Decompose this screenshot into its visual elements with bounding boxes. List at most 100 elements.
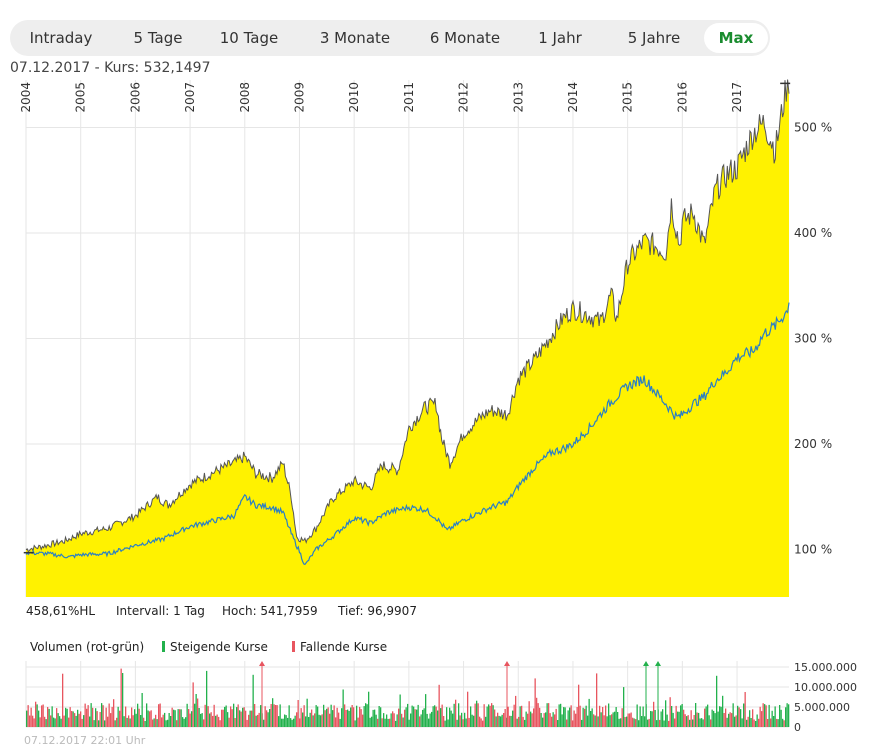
volume-bar-down xyxy=(110,713,112,727)
volume-bar-down xyxy=(398,708,400,727)
volume-bar-up xyxy=(123,716,125,727)
range-tabs: Intraday 5 Tage 10 Tage 3 Monate 6 Monat… xyxy=(10,20,770,56)
tab-3-monate[interactable]: 3 Monate xyxy=(319,29,391,47)
volume-bar-down xyxy=(251,710,253,727)
volume-bar-down xyxy=(197,698,199,727)
volume-bar-up xyxy=(569,707,571,727)
volume-bar-down xyxy=(33,718,35,727)
volume-bar-up xyxy=(255,715,257,727)
volume-bar-down xyxy=(744,692,746,727)
volume-bar-up xyxy=(147,710,149,727)
volume-bar-up xyxy=(279,704,281,727)
volume-bar-up xyxy=(260,705,262,727)
volume-bar-up xyxy=(354,720,356,727)
volume-bar-up xyxy=(623,687,625,727)
volume-bar-down xyxy=(555,708,557,727)
volume-bar-up xyxy=(437,710,439,727)
volume-bar-down xyxy=(459,715,461,727)
volume-bar-down xyxy=(693,715,695,727)
tab-5-jahre[interactable]: 5 Jahre xyxy=(627,29,681,47)
volume-bar-down xyxy=(29,715,31,727)
volume-bar-down xyxy=(270,704,272,727)
volume-bar-down xyxy=(179,709,181,727)
volume-bar-up xyxy=(510,715,512,727)
volume-bar-up xyxy=(48,708,50,727)
volume-bar-up xyxy=(719,706,721,727)
volume-bar-up xyxy=(318,714,320,727)
volume-legend-title: Volumen (rot-grün) xyxy=(30,640,145,654)
tab-1-jahr[interactable]: 1 Jahr xyxy=(538,29,582,47)
volume-bar-up xyxy=(564,707,566,727)
volume-bar-up xyxy=(530,711,532,727)
volume-bar-down xyxy=(243,707,245,727)
volume-bar-down xyxy=(684,714,686,727)
volume-bar-up xyxy=(600,712,602,727)
volume-bar-up xyxy=(701,718,703,727)
volume-bar-up xyxy=(371,716,373,727)
volume-bar-up xyxy=(287,717,289,727)
volume-bar-down xyxy=(435,706,437,727)
volume-bar-down xyxy=(767,719,769,727)
volume-bar-up xyxy=(153,718,155,727)
tab-max[interactable]: Max xyxy=(704,23,768,53)
volume-bar-down xyxy=(192,682,194,727)
volume-bar-down xyxy=(311,709,313,727)
price-chart[interactable]: 100 % 200 % 300 % 400 % 500 % 2004 2005 2006 200… xyxy=(0,76,873,600)
volume-bar-down xyxy=(621,708,623,727)
volume-bar-up xyxy=(620,718,622,727)
volume-bar-down xyxy=(725,708,727,727)
volume-bar-up xyxy=(420,714,422,727)
volume-bar-up xyxy=(350,707,352,727)
volume-bar-up xyxy=(104,720,106,727)
tab-6-monate[interactable]: 6 Monate xyxy=(429,29,501,47)
volume-bar-up xyxy=(407,703,409,727)
volume-bar-up xyxy=(498,715,500,727)
volume-bar-up xyxy=(38,710,40,727)
volume-bar-up xyxy=(732,703,734,727)
volume-bar-up xyxy=(144,721,146,727)
volume-bar-up xyxy=(500,716,502,727)
volume-bar-down xyxy=(572,720,574,727)
volume-bar-up xyxy=(194,703,196,727)
volume-bar-down xyxy=(359,706,361,727)
interval-label: Intervall: 1 Tag xyxy=(116,604,205,618)
volume-bar-up xyxy=(426,713,428,727)
volume-bar-down xyxy=(92,707,94,727)
volume-bar-up xyxy=(720,706,722,727)
volume-bar-up xyxy=(662,709,664,727)
volume-bar-down xyxy=(497,712,499,727)
volume-bar-up xyxy=(666,714,668,727)
volume-bar-down xyxy=(161,717,163,727)
volume-bar-down xyxy=(176,720,178,727)
tab-10-tage[interactable]: 10 Tage xyxy=(219,29,279,47)
volume-bar-up xyxy=(378,706,380,727)
tab-5-tage[interactable]: 5 Tage xyxy=(133,29,183,47)
volume-bar-up xyxy=(542,717,544,727)
volume-bar-down xyxy=(353,707,355,727)
volume-bar-up xyxy=(77,709,79,727)
volume-bar-up xyxy=(269,709,271,727)
volume-bar-down xyxy=(344,704,346,727)
volume-bar-down xyxy=(602,707,604,727)
volume-bar-up xyxy=(425,694,427,727)
volume-bar-down xyxy=(494,709,496,727)
volume-bar-up xyxy=(755,721,757,727)
volume-tick-label: 15.000.000 xyxy=(794,661,857,674)
volume-bar-up xyxy=(473,715,475,727)
volume-bar-up xyxy=(606,716,608,727)
volume-bar-down xyxy=(611,714,613,727)
volume-bar-up xyxy=(90,703,92,727)
volume-bar-up xyxy=(750,718,752,727)
volume-bar-up xyxy=(581,719,583,727)
overflow-arrow-icon xyxy=(655,661,661,666)
tab-intraday[interactable]: Intraday xyxy=(29,29,93,47)
volume-bar-down xyxy=(143,717,145,727)
volume-bar-up xyxy=(288,705,290,727)
volume-tick-label: 0 xyxy=(794,721,801,734)
volume-bar-up xyxy=(617,712,619,727)
y-tick-label: 200 % xyxy=(794,437,832,451)
volume-bar-down xyxy=(527,713,529,727)
volume-bar-down xyxy=(266,710,268,727)
volume-bar-up xyxy=(546,703,548,727)
volume-chart[interactable]: 0 5.000.000 10.000.000 15.000.000 xyxy=(0,655,873,735)
